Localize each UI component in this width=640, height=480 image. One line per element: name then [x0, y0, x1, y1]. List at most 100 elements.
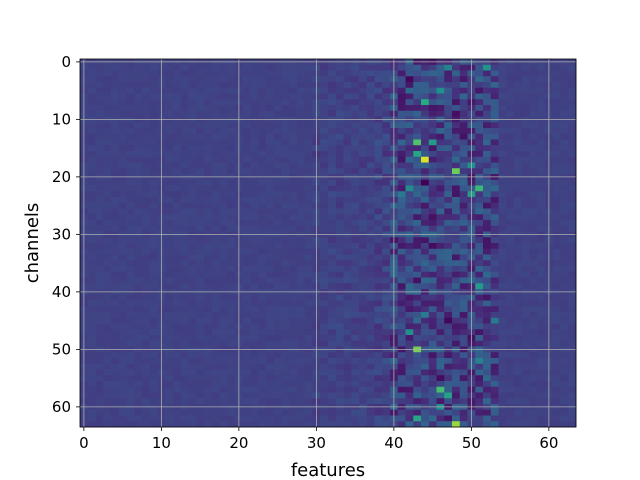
heatmap-cell	[560, 220, 569, 227]
heatmap-cell	[165, 363, 174, 370]
heatmap-cell	[444, 294, 453, 301]
heatmap-cell	[421, 363, 430, 370]
heatmap-cell	[366, 335, 375, 342]
heatmap-cell	[304, 105, 313, 112]
heatmap-cell	[475, 392, 484, 399]
heatmap-cell	[359, 363, 368, 370]
heatmap-cell	[335, 87, 344, 94]
heatmap-cell	[111, 421, 120, 428]
heatmap-cell	[188, 208, 197, 215]
heatmap-cell	[142, 381, 151, 388]
heatmap-cell	[475, 110, 484, 117]
heatmap-cell	[328, 312, 337, 319]
heatmap-cell	[444, 277, 453, 284]
heatmap-cell	[428, 248, 437, 255]
heatmap-cell	[552, 197, 561, 204]
heatmap-cell	[351, 185, 360, 192]
heatmap-cell	[304, 202, 313, 209]
heatmap-cell	[196, 363, 205, 370]
heatmap-cell	[118, 277, 127, 284]
heatmap-cell	[405, 369, 414, 376]
heatmap-cell	[521, 139, 530, 146]
heatmap-cell	[165, 340, 174, 347]
heatmap-cell	[490, 93, 499, 100]
heatmap-cell	[436, 64, 445, 71]
heatmap-cell	[374, 99, 383, 106]
heatmap-cell	[304, 145, 313, 152]
heatmap-cell	[320, 317, 329, 324]
heatmap-cell	[490, 87, 499, 94]
heatmap-cell	[366, 243, 375, 250]
heatmap-cell	[289, 358, 298, 365]
heatmap-cell	[413, 248, 422, 255]
heatmap-cell	[297, 415, 306, 422]
heatmap-cell	[95, 179, 104, 186]
heatmap-cell	[421, 110, 430, 117]
heatmap-cell	[242, 237, 251, 244]
heatmap-cell	[483, 168, 492, 175]
heatmap-cell	[560, 168, 569, 175]
heatmap-cell	[560, 162, 569, 169]
heatmap-cell	[328, 271, 337, 278]
heatmap-cell	[126, 421, 135, 428]
heatmap-cell	[281, 248, 290, 255]
heatmap-cell	[111, 358, 120, 365]
heatmap-cell	[413, 105, 422, 112]
heatmap-cell	[289, 335, 298, 342]
heatmap-cell	[173, 185, 182, 192]
heatmap-cell	[180, 312, 189, 319]
heatmap-cell	[211, 358, 220, 365]
heatmap-cell	[498, 122, 507, 129]
heatmap-cell	[421, 312, 430, 319]
heatmap-cell	[374, 352, 383, 359]
heatmap-cell	[328, 409, 337, 416]
heatmap-cell	[359, 139, 368, 146]
heatmap-cell	[459, 237, 468, 244]
heatmap-cell	[405, 99, 414, 106]
heatmap-cell	[273, 64, 282, 71]
heatmap-cell	[196, 421, 205, 428]
heatmap-cell	[514, 277, 523, 284]
heatmap-cell	[382, 323, 391, 330]
heatmap-cell	[196, 358, 205, 365]
heatmap-cell	[405, 266, 414, 273]
heatmap-cell	[188, 110, 197, 117]
heatmap-cell	[436, 277, 445, 284]
heatmap-cell	[397, 202, 406, 209]
heatmap-cell	[421, 208, 430, 215]
heatmap-cell	[351, 300, 360, 307]
heatmap-cell	[421, 191, 430, 198]
heatmap-cell	[211, 105, 220, 112]
heatmap-cell	[173, 145, 182, 152]
heatmap-cell	[320, 312, 329, 319]
heatmap-cell	[359, 128, 368, 135]
heatmap-cell	[560, 271, 569, 278]
heatmap-cell	[281, 398, 290, 405]
heatmap-cell	[219, 162, 228, 169]
heatmap-cell	[250, 386, 259, 393]
heatmap-cell	[475, 294, 484, 301]
heatmap-cell	[250, 277, 259, 284]
heatmap-cell	[219, 151, 228, 158]
heatmap-cell	[529, 386, 538, 393]
heatmap-cell	[118, 162, 127, 169]
heatmap-cell	[134, 294, 143, 301]
heatmap-cell	[335, 340, 344, 347]
heatmap-cell	[304, 317, 313, 324]
heatmap-cell	[111, 381, 120, 388]
heatmap-cell	[297, 133, 306, 140]
heatmap-cell	[211, 312, 220, 319]
heatmap-cell	[250, 266, 259, 273]
heatmap-cell	[103, 225, 112, 232]
heatmap-cell	[149, 225, 158, 232]
heatmap-cell	[490, 64, 499, 71]
heatmap-cell	[529, 352, 538, 359]
heatmap-cell	[297, 185, 306, 192]
heatmap-cell	[490, 133, 499, 140]
heatmap-cell	[281, 260, 290, 267]
heatmap-cell	[514, 191, 523, 198]
heatmap-cell	[165, 415, 174, 422]
heatmap-cell	[111, 260, 120, 267]
heatmap-cell	[490, 237, 499, 244]
heatmap-cell	[273, 254, 282, 261]
